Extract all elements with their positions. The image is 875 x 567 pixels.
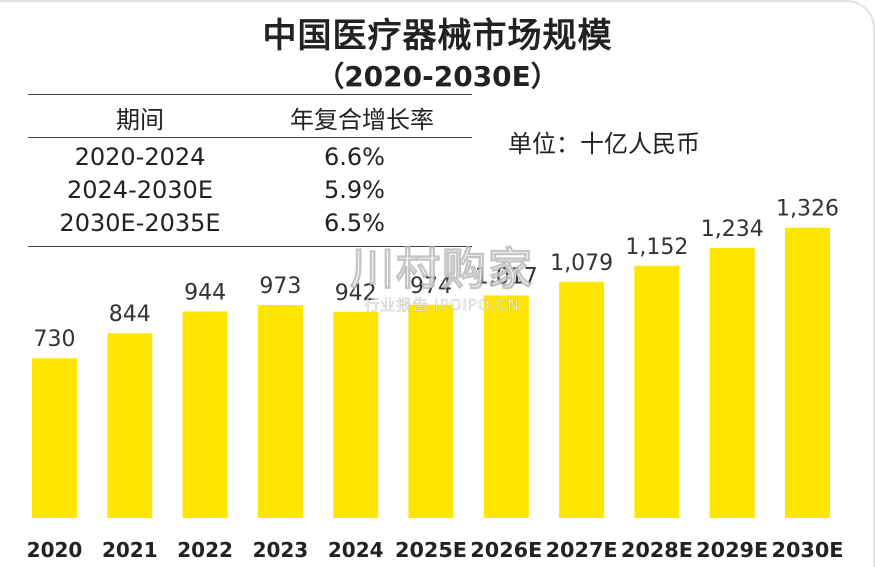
table-header-rule (28, 137, 472, 138)
data-label-2021: 844 (109, 302, 151, 327)
data-label-2023: 973 (259, 274, 301, 299)
unit-label: 单位：十亿人民币 (508, 130, 700, 158)
bar-2025E (408, 304, 454, 518)
table-row-period: 2024-2030E (67, 176, 213, 204)
data-label-2024: 942 (335, 281, 377, 306)
x-tick-label-2024: 2024 (328, 538, 384, 562)
table-top-rule (28, 94, 472, 95)
table-row-period: 2020-2024 (74, 143, 206, 171)
data-label-2027E: 1,079 (550, 251, 613, 276)
bar-2024 (333, 311, 379, 518)
x-tick-label-2023: 2023 (253, 538, 309, 562)
x-tick-label-2025E: 2025E (395, 538, 467, 562)
x-tick-label-2030E: 2030E (772, 538, 844, 562)
x-tick-label-2020: 2020 (27, 538, 83, 562)
x-tick-label-2026E: 2026E (470, 538, 542, 562)
data-label-2026E: 1,017 (475, 264, 538, 289)
bar-2027E (559, 281, 605, 518)
table-row-rate: 6.6% (324, 143, 385, 171)
table-row-period: 2030E-2035E (59, 209, 221, 237)
data-label-2028E: 1,152 (625, 235, 688, 260)
bar-2030E (785, 227, 830, 518)
bar-2028E (634, 265, 680, 518)
data-label-2029E: 1,234 (701, 217, 764, 242)
bar-2022 (182, 311, 228, 518)
bar-2023 (257, 305, 303, 518)
table-header-cagr: 年复合增长率 (290, 106, 434, 134)
table-row-rate: 6.5% (324, 209, 385, 237)
x-tick-label-2028E: 2028E (621, 538, 693, 562)
data-label-2030E: 1,326 (776, 197, 839, 222)
data-label-2025E: 974 (410, 274, 452, 299)
chart-title: 中国医疗器械市场规模 (262, 16, 613, 56)
x-tick-label-2029E: 2029E (696, 538, 768, 562)
chart-subtitle: （2020-2030E） (316, 60, 559, 93)
x-tick-label-2027E: 2027E (546, 538, 618, 562)
table-header-period: 期间 (116, 106, 164, 134)
x-tick-label-2021: 2021 (102, 538, 158, 562)
x-tick-label-2022: 2022 (177, 538, 233, 562)
bar-2020 (32, 358, 77, 518)
bar-2026E (483, 295, 529, 518)
data-label-2020: 730 (34, 327, 76, 352)
data-label-2022: 944 (184, 280, 226, 305)
table-row-rate: 5.9% (324, 176, 385, 204)
bar-2021 (107, 333, 153, 518)
table-bottom-rule (28, 246, 472, 247)
bar-2029E (709, 247, 755, 518)
